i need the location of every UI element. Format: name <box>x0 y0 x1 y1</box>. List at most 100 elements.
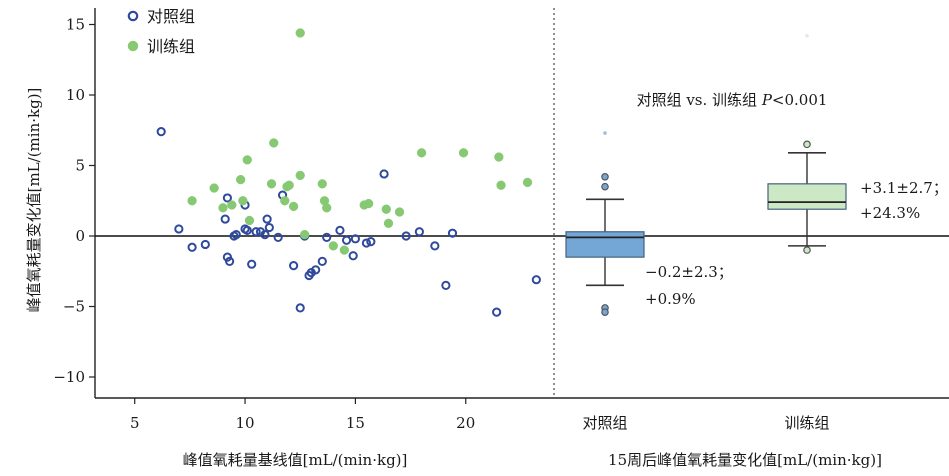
training-point <box>242 155 252 165</box>
y-tick-label: 10 <box>66 86 85 104</box>
training-point <box>339 245 350 255</box>
control-point <box>361 238 372 248</box>
training-point <box>295 170 305 181</box>
y-tick-label: 15 <box>66 16 85 34</box>
control-point <box>222 193 233 203</box>
box-axis-title: 15周后峰值氧耗量变化值[mL/(min·kg)] <box>608 451 882 469</box>
training-point <box>209 183 219 193</box>
control-point <box>187 242 197 252</box>
control-point <box>220 214 230 224</box>
control-point <box>447 228 458 238</box>
control-point <box>322 232 332 243</box>
x-tick-label: 10 <box>236 414 255 432</box>
training-point <box>394 207 405 217</box>
box-category-label: 训练组 <box>784 414 829 432</box>
control-point <box>247 259 257 269</box>
control-box-stat: −0.2±2.3； <box>645 263 733 281</box>
legend-label: 训练组 <box>147 37 195 56</box>
x-tick-label: 5 <box>130 414 140 432</box>
box-outlier <box>601 172 609 181</box>
training-point <box>284 180 294 190</box>
significance-annotation: 对照组 vs. 训练组 P<0.001 <box>637 91 828 109</box>
control-point <box>492 307 502 317</box>
x-tick-label: 15 <box>346 414 365 432</box>
control-point <box>366 237 376 247</box>
control-point <box>401 231 411 241</box>
training-point <box>238 196 248 206</box>
training-point <box>416 148 427 158</box>
legend-marker <box>127 10 139 22</box>
control-point <box>414 227 424 237</box>
control-point <box>231 229 241 240</box>
training-point <box>317 179 327 189</box>
control-point <box>430 241 440 251</box>
control-point <box>531 275 541 285</box>
control-point <box>273 232 283 243</box>
control-box-percent: +0.9% <box>645 290 696 308</box>
control-point <box>379 169 389 179</box>
y-tick-label: 0 <box>75 227 85 245</box>
box-control <box>565 131 645 316</box>
control-point <box>289 261 299 271</box>
training-box-percent: +24.3% <box>860 204 920 222</box>
x-tick-label: 20 <box>456 414 475 432</box>
control-point <box>311 265 321 275</box>
box-extreme <box>603 131 607 135</box>
y-tick-label: 5 <box>75 157 85 175</box>
training-point <box>496 180 506 190</box>
training-point <box>295 28 305 38</box>
training-point <box>288 201 299 212</box>
box-extreme <box>805 33 809 38</box>
control-point <box>295 303 305 313</box>
training-point <box>187 196 197 206</box>
legend-marker <box>127 40 139 52</box>
control-point <box>174 224 184 234</box>
training-point <box>322 203 332 213</box>
plot-marks <box>156 28 847 317</box>
control-point <box>262 214 272 224</box>
training-point <box>494 152 504 162</box>
box-category-label: 对照组 <box>582 414 627 432</box>
training-box-stat: +3.1±2.7； <box>860 179 948 197</box>
box-body <box>767 183 847 210</box>
training-point <box>383 218 394 228</box>
training-point <box>280 196 290 206</box>
training-point <box>244 215 255 226</box>
training-point <box>363 198 374 209</box>
training-point <box>458 148 469 158</box>
y-tick-label: −5 <box>63 298 85 316</box>
box-training <box>767 33 847 254</box>
control-point <box>200 239 210 250</box>
control-point <box>350 234 360 244</box>
training-point <box>218 203 228 213</box>
control-point <box>441 280 451 290</box>
training-point <box>381 204 391 214</box>
training-point <box>328 241 338 251</box>
x-axis-title: 峰值氧耗量基线值[mL/(min·kg)] <box>183 451 408 469</box>
labels: 15 10 5 0 −5 −10 5 10 15 20 峰值氧耗量基线值[mL/(min·kg)] 峰… <box>25 7 948 469</box>
box-body <box>565 231 645 258</box>
training-point <box>235 174 246 185</box>
y-axis-title: 峰值氧耗量变化值[mL/(min·kg)] <box>25 88 43 313</box>
y-tick-label: −10 <box>53 368 85 386</box>
control-point <box>260 229 270 240</box>
box-outlier <box>803 140 811 149</box>
training-point <box>269 138 279 148</box>
training-point <box>227 200 237 210</box>
control-point <box>156 127 166 137</box>
control-point <box>341 235 352 245</box>
control-point <box>251 227 261 237</box>
box-outlier <box>601 182 609 191</box>
training-point <box>522 177 533 188</box>
control-point <box>335 225 345 235</box>
training-point <box>266 179 277 189</box>
legend-label: 对照组 <box>147 7 195 26</box>
control-point <box>242 225 252 235</box>
control-point <box>264 222 274 233</box>
training-point <box>299 229 310 240</box>
control-point <box>225 256 235 266</box>
control-point <box>317 256 327 266</box>
control-point <box>348 251 358 261</box>
